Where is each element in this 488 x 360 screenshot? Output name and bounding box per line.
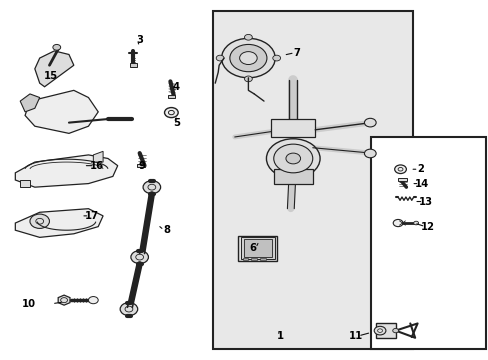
Bar [130, 63, 137, 67]
Circle shape [120, 303, 138, 316]
Circle shape [373, 326, 385, 335]
Bar [271, 119, 315, 137]
Polygon shape [15, 155, 118, 187]
Circle shape [273, 144, 312, 173]
Bar [168, 95, 175, 98]
Circle shape [221, 39, 275, 78]
Circle shape [164, 108, 178, 118]
Circle shape [394, 165, 406, 174]
Circle shape [239, 51, 257, 64]
Text: 9: 9 [139, 161, 145, 171]
Circle shape [244, 76, 252, 82]
Bar [260, 258, 265, 260]
Text: 2: 2 [417, 164, 424, 174]
Text: 14: 14 [414, 179, 428, 189]
Bar [375, 323, 395, 338]
Text: 3: 3 [136, 35, 143, 45]
Text: 4: 4 [172, 82, 180, 92]
Circle shape [364, 149, 375, 158]
Text: 6: 6 [249, 243, 256, 253]
Circle shape [216, 55, 224, 61]
Bar [251, 258, 257, 260]
Bar [242, 258, 248, 260]
Circle shape [244, 35, 252, 40]
Text: 1: 1 [276, 331, 283, 341]
Polygon shape [93, 151, 103, 162]
Circle shape [392, 328, 398, 333]
Circle shape [285, 153, 300, 164]
Bar [240, 237, 274, 259]
Text: 7: 7 [293, 48, 300, 58]
Bar [238, 235, 277, 261]
Circle shape [392, 220, 402, 226]
Text: 11: 11 [348, 331, 362, 341]
Polygon shape [20, 180, 30, 187]
Circle shape [272, 55, 280, 61]
Circle shape [131, 251, 148, 264]
Polygon shape [25, 90, 98, 134]
Circle shape [143, 181, 160, 194]
Text: 12: 12 [420, 222, 434, 231]
Text: 13: 13 [418, 197, 432, 207]
Circle shape [266, 139, 320, 178]
Text: 5: 5 [172, 118, 180, 128]
Text: 15: 15 [44, 71, 58, 81]
Circle shape [30, 214, 49, 228]
Text: 10: 10 [22, 299, 36, 309]
Circle shape [413, 221, 418, 225]
Bar [370, 137, 485, 348]
Polygon shape [35, 51, 74, 87]
Circle shape [229, 44, 266, 72]
Text: 17: 17 [85, 211, 99, 221]
Bar [397, 178, 406, 181]
Bar [243, 239, 271, 257]
Bar [212, 12, 412, 348]
Circle shape [364, 118, 375, 127]
Polygon shape [58, 295, 70, 305]
Circle shape [88, 297, 98, 304]
Bar [273, 169, 312, 184]
Polygon shape [15, 209, 103, 237]
Polygon shape [20, 94, 40, 112]
Text: 16: 16 [90, 161, 104, 171]
Circle shape [53, 44, 61, 50]
Text: 8: 8 [163, 225, 170, 235]
Bar [137, 164, 145, 167]
